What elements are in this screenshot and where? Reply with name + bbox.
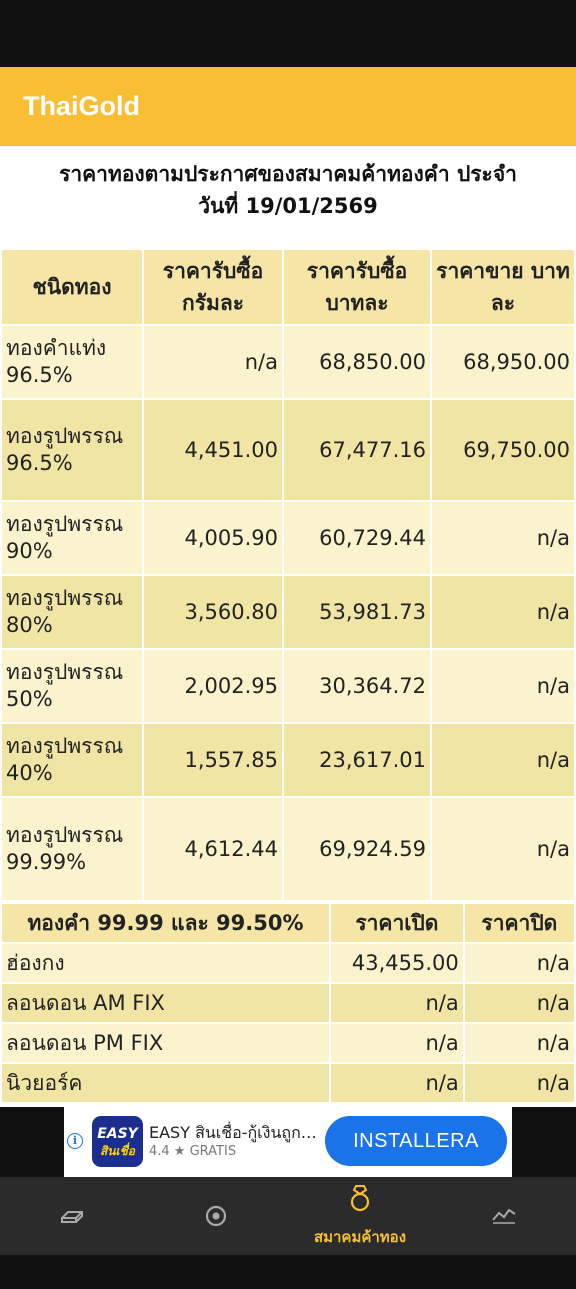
column-header-sell-baht: ราคาขาย บาทละ xyxy=(432,250,574,324)
table-row: ลอนดอน PM FIX n/a n/a xyxy=(2,1024,574,1062)
ad-banner[interactable]: i EASY สินเชื่อ EASY สินเชื่อ-กู้เงินถูก… xyxy=(64,1107,512,1177)
gold-type: ทองรูปพรรณ 99.99% xyxy=(2,798,142,900)
market-name: นิวยอร์ค xyxy=(2,1064,329,1102)
ad-rating: 4.4 ★ GRATIS xyxy=(149,1144,237,1159)
nav-item-gold-association[interactable]: สมาคมค้าทอง xyxy=(288,1177,432,1255)
target-icon xyxy=(205,1205,227,1227)
gold-type: ทองรูปพรรณ 50% xyxy=(2,650,142,722)
sell-per-baht: n/a xyxy=(432,576,574,648)
ad-logo-text: EASY xyxy=(97,1126,138,1142)
table-row: นิวยอร์ค n/a n/a xyxy=(2,1064,574,1102)
gold-type: ทองคำแท่ง 96.5% xyxy=(2,326,142,398)
ring-icon xyxy=(350,1185,370,1212)
close-price: n/a xyxy=(464,1024,574,1062)
page-title: ราคาทองตามประกาศของสมาคมค้าทองคำ ประจำ ว… xyxy=(0,146,576,250)
nav-item-gold-bar[interactable] xyxy=(0,1177,144,1255)
gold-type: ทองรูปพรรณ 90% xyxy=(2,502,142,574)
buy-per-gram: 4,451.00 xyxy=(144,400,282,500)
gold-bar-icon xyxy=(61,1211,83,1223)
open-price: n/a xyxy=(330,1064,463,1102)
ad-logo-subtext: สินเชื่อ xyxy=(100,1144,135,1158)
buy-per-gram: 1,557.85 xyxy=(144,724,282,796)
table-row: ฮ่องกง 43,455.00 n/a xyxy=(2,944,574,982)
open-price: n/a xyxy=(330,984,463,1022)
table-row: ทองคำแท่ง 96.5% n/a 68,850.00 68,950.00 xyxy=(2,326,574,398)
page-title-line1: ราคาทองตามประกาศของสมาคมค้าทองคำ ประจำ xyxy=(59,162,517,186)
main-content[interactable]: ราคาทองตามประกาศของสมาคมค้าทองคำ ประจำ ว… xyxy=(0,146,576,1107)
buy-per-baht: 23,617.01 xyxy=(284,724,430,796)
sell-per-baht: n/a xyxy=(432,724,574,796)
sell-per-baht: n/a xyxy=(432,650,574,722)
table-row: ทองรูปพรรณ 99.99% 4,612.44 69,924.59 n/a xyxy=(2,798,574,900)
column-header-buy-gram: ราคารับซื้อ กรัมละ xyxy=(144,250,282,324)
ad-app-logo[interactable]: EASY สินเชื่อ xyxy=(92,1116,143,1167)
open-price: n/a xyxy=(330,1024,463,1062)
page-title-date: วันที่ 19/01/2569 xyxy=(198,194,378,218)
buy-per-gram: 3,560.80 xyxy=(144,576,282,648)
buy-per-gram: 4,612.44 xyxy=(144,798,282,900)
column-header-market: ทองคำ 99.99 และ 99.50% xyxy=(2,904,329,942)
ad-info-icon[interactable]: i xyxy=(67,1133,83,1149)
ad-install-button[interactable]: INSTALLERA xyxy=(325,1116,507,1166)
buy-per-baht: 30,364.72 xyxy=(284,650,430,722)
table-row: ทองรูปพรรณ 80% 3,560.80 53,981.73 n/a xyxy=(2,576,574,648)
table-header-row: ชนิดทอง ราคารับซื้อ กรัมละ ราคารับซื้อ บ… xyxy=(2,250,574,324)
world-gold-table: ทองคำ 99.99 และ 99.50% ราคาเปิด ราคาปิด … xyxy=(0,902,576,1104)
table-row: ทองรูปพรรณ 96.5% 4,451.00 67,477.16 69,7… xyxy=(2,400,574,500)
column-header-open: ราคาเปิด xyxy=(330,904,463,942)
buy-per-gram: 2,002.95 xyxy=(144,650,282,722)
buy-per-baht: 69,924.59 xyxy=(284,798,430,900)
column-header-buy-baht: ราคารับซื้อ บาทละ xyxy=(284,250,430,324)
sell-per-baht: n/a xyxy=(432,502,574,574)
market-name: ลอนดอน PM FIX xyxy=(2,1024,329,1062)
sell-per-baht: n/a xyxy=(432,798,574,900)
close-price: n/a xyxy=(464,984,574,1022)
nav-item-chart[interactable] xyxy=(432,1177,576,1255)
buy-per-baht: 53,981.73 xyxy=(284,576,430,648)
market-name: ฮ่องกง xyxy=(2,944,329,982)
market-name: ลอนดอน AM FIX xyxy=(2,984,329,1022)
close-price: n/a xyxy=(464,1064,574,1102)
buy-per-gram: n/a xyxy=(144,326,282,398)
gold-type: ทองรูปพรรณ 96.5% xyxy=(2,400,142,500)
nav-label-gold-association: สมาคมค้าทอง xyxy=(313,1228,407,1246)
chart-line-icon xyxy=(492,1208,516,1224)
system-navigation-bar xyxy=(0,1255,576,1289)
sell-per-baht: 68,950.00 xyxy=(432,326,574,398)
gold-type: ทองรูปพรรณ 80% xyxy=(2,576,142,648)
buy-per-baht: 60,729.44 xyxy=(284,502,430,574)
status-bar xyxy=(0,0,576,67)
nav-item-target[interactable] xyxy=(144,1177,288,1255)
gold-price-table: ชนิดทอง ราคารับซื้อ กรัมละ ราคารับซื้อ บ… xyxy=(0,248,576,902)
table-row: ลอนดอน AM FIX n/a n/a xyxy=(2,984,574,1022)
table-row: ทองรูปพรรณ 90% 4,005.90 60,729.44 n/a xyxy=(2,502,574,574)
buy-per-baht: 68,850.00 xyxy=(284,326,430,398)
column-header-close: ราคาปิด xyxy=(464,904,574,942)
app-title: ThaiGold xyxy=(23,91,140,121)
ad-title[interactable]: EASY สินเชื่อ-กู้เงินถูก… xyxy=(149,1123,317,1142)
open-price: 43,455.00 xyxy=(330,944,463,982)
app-bar: ThaiGold xyxy=(0,67,576,146)
column-header-type: ชนิดทอง xyxy=(2,250,142,324)
gold-type: ทองรูปพรรณ 40% xyxy=(2,724,142,796)
table-header-row: ทองคำ 99.99 และ 99.50% ราคาเปิด ราคาปิด xyxy=(2,904,574,942)
close-price: n/a xyxy=(464,944,574,982)
sell-per-baht: 69,750.00 xyxy=(432,400,574,500)
bottom-navigation: สมาคมค้าทอง xyxy=(0,1177,576,1255)
table-row: ทองรูปพรรณ 50% 2,002.95 30,364.72 n/a xyxy=(2,650,574,722)
buy-per-gram: 4,005.90 xyxy=(144,502,282,574)
buy-per-baht: 67,477.16 xyxy=(284,400,430,500)
table-row: ทองรูปพรรณ 40% 1,557.85 23,617.01 n/a xyxy=(2,724,574,796)
